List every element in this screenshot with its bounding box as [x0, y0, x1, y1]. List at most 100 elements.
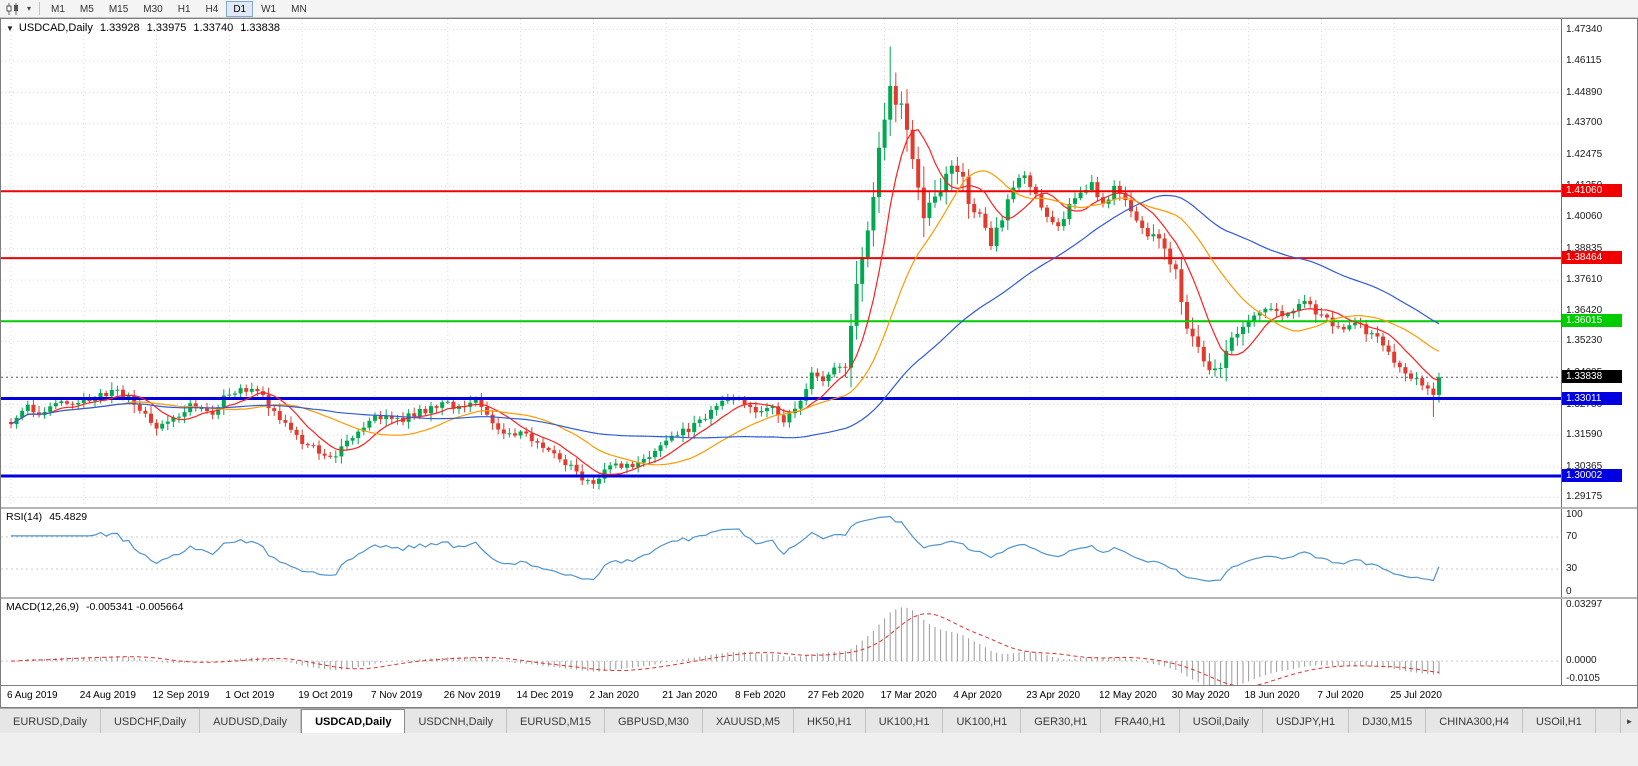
indicator-scale-tick: 0.03297: [1566, 599, 1603, 610]
chart-tab-china300-h4[interactable]: CHINA300,H4: [1426, 709, 1523, 733]
timeframe-toolbar: ▾ M1 M5 M15 M30 H1 H4 D1 W1 MN: [0, 0, 1638, 18]
indicator-scale-tick: 100: [1566, 509, 1583, 520]
chart-tab-usdjpy-h1[interactable]: USDJPY,H1: [1263, 709, 1350, 733]
date-label: 18 Jun 2020: [1244, 690, 1300, 701]
rsi-pane[interactable]: RSI(14) 45.4829: [1, 509, 1561, 597]
chart-tab-hk50-h1[interactable]: HK50,H1: [794, 709, 866, 733]
date-label: 6 Aug 2019: [7, 690, 58, 701]
chart-tab-usdcnh-daily[interactable]: USDCNH,Daily: [405, 709, 508, 733]
toolbar-separator: [39, 2, 40, 15]
date-label: 26 Nov 2019: [443, 690, 501, 701]
macd-scale[interactable]: 0.03297 0.0000 -0.0105: [1561, 599, 1637, 685]
date-label: 1 Oct 2019: [225, 690, 275, 701]
chart-tab-gbpusd-m30[interactable]: GBPUSD,M30: [605, 709, 703, 733]
chart-window: ▼ USDCAD,Daily 1.33928 1.33975 1.33740 1…: [0, 18, 1638, 708]
price-tick: 1.44890: [1566, 86, 1603, 98]
date-label: 21 Jan 2020: [662, 690, 718, 701]
period-button-h1[interactable]: H1: [177, 3, 191, 15]
time-scale[interactable]: 6 Aug 2019 24 Aug 2019 12 Sep 2019 1 Oct 20…: [1, 686, 1637, 707]
price-tick: 1.43700: [1566, 117, 1603, 129]
macd-pane[interactable]: MACD(12,26,9) -0.005341 -0.005664: [1, 599, 1561, 685]
price-tick: 1.37610: [1566, 274, 1603, 286]
price-level-badge: 1.30002: [1562, 469, 1622, 483]
date-label: 17 Mar 2020: [880, 690, 937, 701]
candlestick-glyph: [6, 2, 18, 15]
quote-low: 1.33740: [193, 22, 234, 34]
indicator-scale-tick: 70: [1566, 531, 1578, 542]
collapse-arrow-icon[interactable]: ▼: [6, 23, 14, 33]
period-button-d1[interactable]: D1: [226, 0, 254, 17]
status-bar: [0, 733, 1638, 766]
price-tick: 1.38835: [1566, 242, 1603, 254]
pane-separator[interactable]: [1, 507, 1637, 509]
indicator-scale-tick: -0.0105: [1566, 673, 1600, 685]
macd-label: MACD(12,26,9) -0.005341 -0.005664: [6, 601, 183, 613]
price-tick: 1.46115: [1566, 55, 1602, 67]
indicator-scale-tick: 0.0000: [1566, 655, 1597, 667]
period-button-m15[interactable]: M15: [108, 3, 129, 15]
period-button-w1[interactable]: W1: [261, 3, 277, 15]
price-tick: 1.31590: [1566, 429, 1603, 441]
quote-close: 1.33838: [240, 22, 280, 34]
period-button-m1[interactable]: M1: [51, 3, 65, 15]
chart-tab-usdcad-daily[interactable]: USDCAD,Daily: [301, 709, 406, 733]
date-label: 7 Nov 2019: [371, 690, 423, 701]
current-price-badge: 1.33838: [1562, 370, 1622, 384]
period-button-mn[interactable]: MN: [291, 3, 307, 15]
indicator-scale-tick: 30: [1566, 563, 1578, 574]
price-level-badge: 1.36015: [1562, 314, 1622, 328]
chart-title: ▼ USDCAD,Daily 1.33928 1.33975 1.33740 1…: [6, 22, 280, 34]
macd-chart[interactable]: [1, 599, 1561, 685]
date-label: 2 Jan 2020: [589, 690, 639, 701]
price-level-badge: 1.33011: [1562, 391, 1622, 405]
date-label: 12 Sep 2019: [152, 690, 210, 701]
chart-tab-eurusd-m15[interactable]: EURUSD,M15: [507, 709, 605, 733]
candlestick-chart[interactable]: [1, 19, 1561, 507]
pane-separator[interactable]: [1, 597, 1637, 599]
chart-tab-ger30-h1[interactable]: GER30,H1: [1021, 709, 1102, 733]
quote-open: 1.33928: [99, 22, 140, 34]
chart-tab-dj30-m15[interactable]: DJ30,M15: [1349, 709, 1427, 733]
period-button-m30[interactable]: M30: [143, 3, 163, 15]
price-tick: 1.42475: [1566, 148, 1603, 160]
date-label: 23 Apr 2020: [1026, 690, 1081, 701]
chart-tab-uk100-h1[interactable]: UK100,H1: [866, 709, 944, 733]
rsi-label: RSI(14) 45.4829: [6, 511, 87, 523]
chart-tab-usoil-h1[interactable]: USOil,H1: [1523, 709, 1596, 733]
macd-values: -0.005341 -0.005664: [85, 601, 184, 613]
rsi-value: 45.4829: [49, 511, 88, 523]
chart-type-dropdown-caret-icon[interactable]: ▾: [26, 4, 31, 13]
date-label: 8 Feb 2020: [735, 690, 786, 701]
macd-name: MACD(12,26,9): [6, 601, 79, 613]
date-label: 19 Oct 2019: [298, 690, 353, 701]
date-label: 4 Apr 2020: [953, 690, 1002, 701]
date-label: 7 Jul 2020: [1317, 690, 1364, 701]
main-chart-plot[interactable]: ▼ USDCAD,Daily 1.33928 1.33975 1.33740 1…: [1, 19, 1561, 507]
chart-tab-uk100-h1[interactable]: UK100,H1: [943, 709, 1022, 733]
rsi-chart[interactable]: [1, 509, 1561, 597]
date-label: 24 Aug 2019: [79, 690, 136, 701]
price-tick: 1.40060: [1566, 211, 1603, 223]
period-button-m5[interactable]: M5: [79, 3, 94, 15]
pane-separator: [1, 685, 1637, 686]
date-label: 25 Jul 2020: [1390, 690, 1442, 701]
rsi-scale[interactable]: 100 70 30 0: [1561, 509, 1637, 597]
quote-high: 1.33975: [146, 22, 187, 34]
chart-tab-xauusd-m5[interactable]: XAUUSD,M5: [703, 709, 795, 733]
price-tick: 1.36420: [1566, 304, 1603, 316]
price-tick: 1.47340: [1566, 23, 1603, 35]
chart-tab-usoil-daily[interactable]: USOil,Daily: [1180, 709, 1264, 733]
price-scale[interactable]: 1.473401.461151.448901.437001.424751.412…: [1561, 19, 1637, 507]
chart-tab-fra40-h1[interactable]: FRA40,H1: [1101, 709, 1180, 733]
chart-type-icon[interactable]: [3, 1, 23, 17]
rsi-name: RSI(14): [6, 511, 43, 523]
tab-scroll-right-icon[interactable]: ►: [1620, 709, 1638, 733]
price-level-badge: 1.38464: [1562, 251, 1622, 265]
chart-tab-audusd-daily[interactable]: AUDUSD,Daily: [200, 709, 302, 733]
chart-tab-usdchf-daily[interactable]: USDCHF,Daily: [101, 709, 201, 733]
date-label: 27 Feb 2020: [807, 690, 864, 701]
symbol-period-label: USDCAD,Daily: [18, 22, 93, 34]
indicator-scale-tick: 0: [1566, 586, 1572, 597]
chart-tab-eurusd-daily[interactable]: EURUSD,Daily: [0, 709, 101, 733]
period-button-h4[interactable]: H4: [205, 3, 219, 15]
